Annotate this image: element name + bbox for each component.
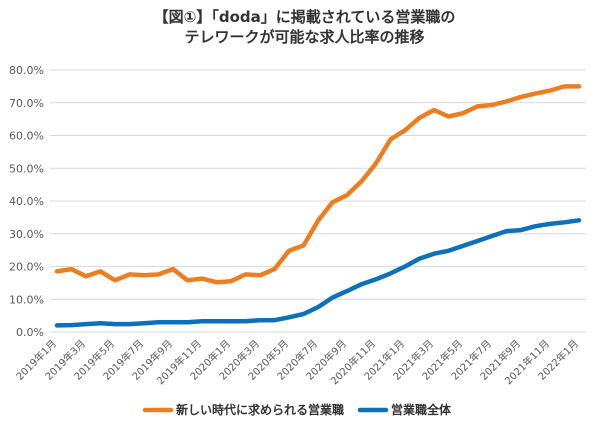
legend-label-2: 営業職全体: [391, 402, 452, 417]
y-tick-label: 40.0%: [9, 195, 44, 208]
legend-label-1: 新しい時代に求められる営業職: [176, 402, 344, 417]
y-tick-label: 0.0%: [16, 326, 44, 339]
y-tick-label: 60.0%: [9, 130, 44, 143]
y-tick-label: 50.0%: [9, 162, 44, 175]
y-tick-label: 30.0%: [9, 228, 44, 241]
y-tick-label: 70.0%: [9, 97, 44, 110]
chart-title-line1: 【図①】「doda」に掲載されている営業職の: [153, 8, 456, 26]
series-line-1: [54, 84, 582, 285]
y-tick-label: 80.0%: [9, 64, 44, 77]
chart-title-line2: テレワークが可能な求人比率の推移: [184, 28, 425, 46]
series-line-2: [54, 218, 582, 328]
y-tick-label: 10.0%: [9, 293, 44, 306]
y-tick-label: 20.0%: [9, 261, 44, 274]
